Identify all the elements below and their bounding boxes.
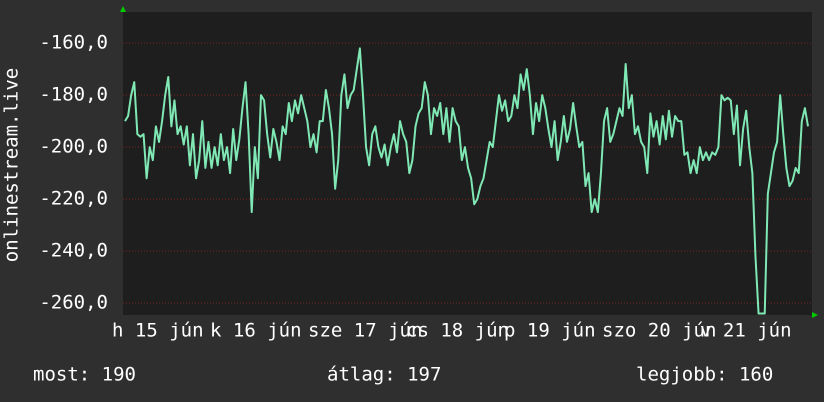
y-tick-label: -220,0 <box>39 188 108 210</box>
x-tick-label: h 15 jún <box>112 320 204 342</box>
y-tick-label: -160,0 <box>39 32 108 54</box>
x-tick-label: k 16 jún <box>210 320 302 342</box>
data-line <box>124 47 809 315</box>
axis-arrow <box>812 312 818 318</box>
x-tick-label: p 19 jún <box>504 320 596 342</box>
summary-text: legjobb: 160 <box>636 364 773 386</box>
y-tick-label: -240,0 <box>39 240 108 262</box>
marks <box>124 47 809 315</box>
y-axis-label: onlinestream.live <box>1 68 23 262</box>
x-tick-label: szo 20 jún <box>602 320 716 342</box>
summary-text: átlag: 197 <box>327 364 441 386</box>
x-tick-label: sze 17 jún <box>308 320 422 342</box>
y-tick-label: -180,0 <box>39 84 108 106</box>
summary-text: most: 190 <box>33 364 136 386</box>
x-tick-label: v 21 jún <box>700 320 792 342</box>
x-tick-label: cs 18 jún <box>406 320 509 342</box>
y-tick-label: -200,0 <box>39 136 108 158</box>
y-tick-label: -260,0 <box>39 292 108 314</box>
axis-arrow <box>120 6 126 12</box>
